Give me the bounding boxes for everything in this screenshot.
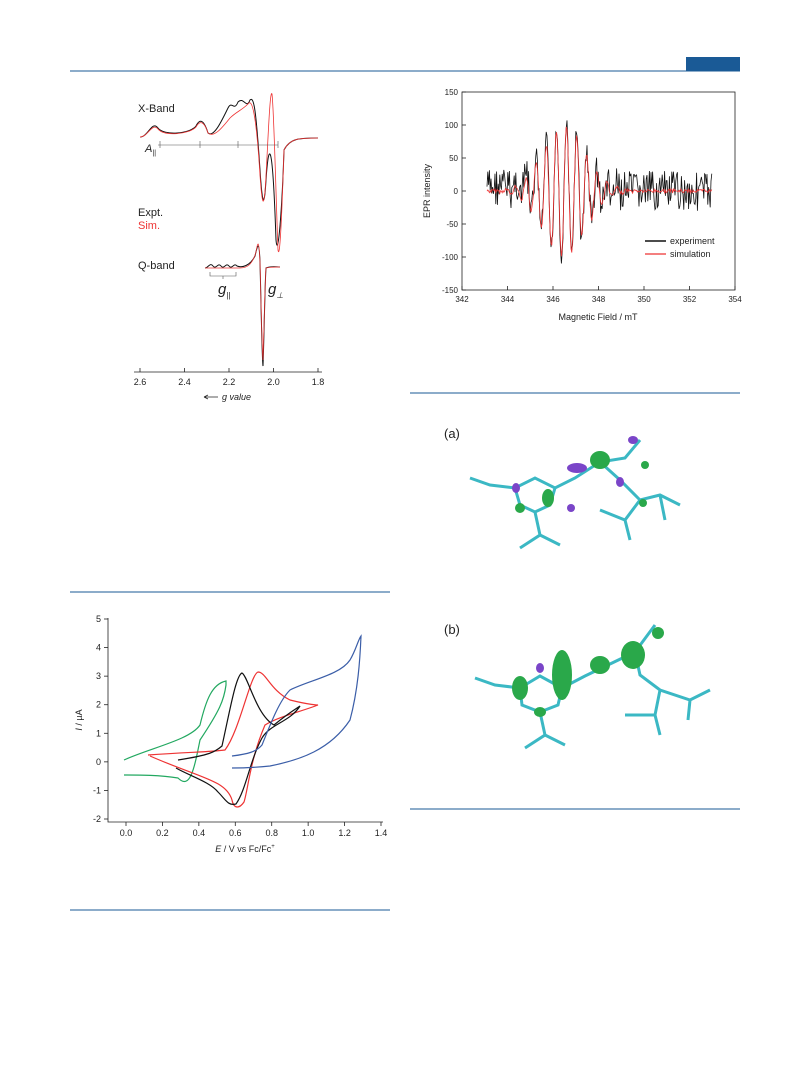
g-perp-sub: ⊥ [276, 291, 283, 300]
legend-label: simulation [670, 249, 711, 259]
plot-axes [107, 618, 383, 823]
cv-red [147, 671, 319, 808]
x-ticks: 2.6 2.4 2.2 2.0 1.8 [134, 368, 325, 387]
cv-green [123, 680, 227, 783]
panel-label: (b) [444, 622, 460, 637]
molecule-a [469, 439, 681, 550]
x-tick-label: 346 [546, 295, 560, 304]
g-perp: g [268, 281, 277, 298]
panel-label: (a) [444, 426, 460, 441]
x-tick-label: 344 [501, 295, 515, 304]
y-tick-label: -150 [442, 286, 459, 295]
x-sup: + [271, 844, 275, 850]
xq-figure: X-Band A|| Expt. Sim. Q-band g|| g⊥ 2.6 2… [134, 93, 325, 402]
y-tick-label: 5 [96, 614, 101, 624]
y-tick-label: 150 [445, 88, 459, 97]
x-band-sim [139, 93, 319, 253]
x-tick-label: 1.2 [338, 828, 351, 838]
x-tick-label: 2.2 [223, 377, 236, 387]
x-tick-label: 352 [683, 295, 697, 304]
sim-label: Sim. [138, 220, 160, 232]
legend-label: experiment [670, 236, 715, 246]
x-tick-label: 2.4 [178, 377, 191, 387]
y-tick-label: 50 [449, 154, 458, 163]
spin-density-b-neg [536, 663, 544, 673]
y-tick-label: 1 [96, 728, 101, 738]
y-axis-label: EPR intensity [422, 163, 432, 218]
expt-label: Expt. [138, 207, 163, 219]
a-sub: || [152, 150, 156, 157]
spin-density-a [515, 451, 649, 513]
cv-figure: I / µA E / V vs Fc/Fc+ 5 4 3 2 1 0 -1 -2 0.0 0.2 0… [74, 614, 387, 854]
x-tick-label: 0.8 [265, 828, 278, 838]
x-tick-label: 0.4 [193, 828, 206, 838]
y-tick-label: -100 [442, 253, 459, 262]
x-axis-label: E / V vs Fc/Fc+ [215, 844, 275, 854]
x-axis-label: Magnetic Field / mT [558, 312, 638, 322]
a-par: A [144, 143, 152, 155]
x-tick-label: 0.2 [156, 828, 169, 838]
epr-figure: EPR intensity Magnetic Field / mT experi… [422, 88, 742, 322]
header-box [686, 57, 740, 71]
g-par-sub: || [226, 291, 230, 300]
g-bracket [209, 272, 237, 279]
g-par-label: g|| [218, 281, 231, 300]
x-tick-label: 342 [455, 295, 469, 304]
arrow [203, 394, 218, 400]
spin-density-a-neg [512, 436, 638, 512]
x-band-label: X-Band [138, 103, 175, 115]
x-tick-label: 350 [637, 295, 651, 304]
x-tick-label: 0.0 [120, 828, 133, 838]
g-perp-label: g⊥ [268, 281, 283, 300]
x-tick-label: 2.6 [134, 377, 147, 387]
simulation-trace [486, 126, 713, 257]
x-tick-label: 1.8 [312, 377, 325, 387]
y-tick-label: 0 [454, 187, 459, 196]
y-tick-label: -50 [446, 220, 458, 229]
q-band-label: Q-band [138, 260, 175, 272]
a-ladder-ticks [159, 141, 279, 148]
y-tick-label: -2 [93, 814, 101, 824]
y-var: I [74, 728, 84, 731]
cv-blue [231, 634, 362, 769]
g-par: g [218, 281, 227, 298]
y-tick-label: 100 [445, 121, 459, 130]
x-tick-label: 1.0 [302, 828, 315, 838]
y-unit: / µA [74, 709, 84, 728]
x-tick-label: 348 [592, 295, 606, 304]
y-tick-label: 2 [96, 700, 101, 710]
y-tick-label: 0 [96, 757, 101, 767]
x-axis-label: g value [222, 392, 251, 402]
y-tick-label: 4 [96, 643, 101, 653]
x-tick-label: 1.4 [375, 828, 388, 838]
q-band-sim [205, 243, 281, 361]
x-var: E [215, 844, 222, 854]
structure-figure: (a) (b) [444, 426, 711, 750]
y-axis-label: I / µA [74, 709, 84, 730]
cv-black [175, 672, 301, 805]
x-tick-label: 0.6 [229, 828, 242, 838]
y-tick-label: 3 [96, 671, 101, 681]
a-par-label: A|| [144, 143, 156, 157]
spin-density-b [512, 627, 664, 717]
x-unit: / V vs Fc/Fc [221, 844, 272, 854]
x-tick-label: 2.0 [267, 377, 280, 387]
x-tick-label: 354 [728, 295, 742, 304]
experiment-trace [486, 120, 713, 264]
y-tick-label: -1 [93, 785, 101, 795]
